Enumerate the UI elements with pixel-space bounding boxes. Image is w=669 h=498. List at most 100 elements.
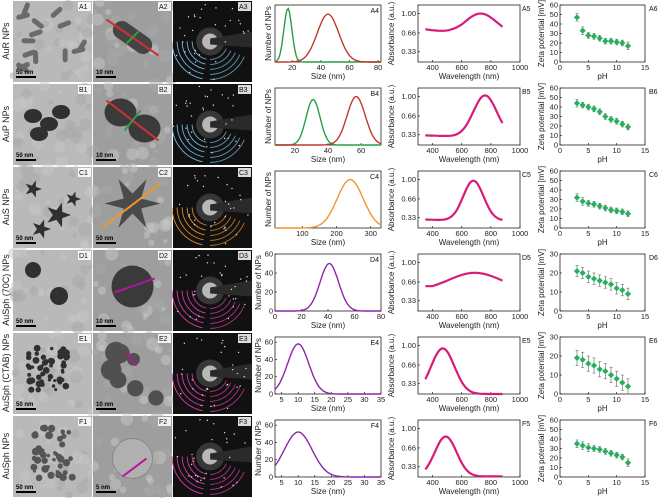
scale-bar-label: 10 nm [96, 153, 113, 159]
y-axis-label: Number of NPs [264, 89, 273, 144]
x-tick-label: 80 [377, 312, 385, 321]
plot-frame [559, 253, 646, 312]
x-axis-label: Wavelength (nm) [439, 155, 500, 164]
x-tick-label: 600 [455, 146, 468, 155]
x-tick-label: 15 [641, 63, 649, 72]
absorbance-chart: 400 600 800 1000 0.33 0.66 1.00 Wavelength (nm)… [387, 250, 531, 330]
x-tick-label: 20 [297, 312, 305, 321]
zeta-data-point [607, 206, 615, 214]
zeta-data-point [596, 35, 603, 42]
size-distribution-curve [275, 95, 382, 146]
x-tick-label: 15 [641, 312, 649, 321]
zeta-data-point [573, 14, 581, 21]
zeta-data-point [602, 37, 609, 45]
figure-row: AuSph NPs 50 nm F1 5 nm F2 F3 5 10 15 20 25 30 35 0 20… [1, 411, 657, 498]
zeta-data-point [607, 450, 615, 457]
y-tick-label: 0.33 [401, 47, 416, 56]
y-tick-label: 0.66 [401, 194, 416, 203]
zeta-data-point [613, 375, 620, 382]
x-tick-label: 0 [558, 395, 562, 404]
y-tick-label: 10 [550, 463, 558, 472]
size-distribution-curve [275, 98, 381, 146]
zeta-data-point [573, 267, 581, 275]
zeta-data-point [573, 100, 581, 107]
y-tick-label: 60 [265, 421, 273, 430]
zeta-data-point [590, 33, 598, 40]
zeta-data-point [619, 208, 626, 215]
scale-bar-label: 50 nm [16, 70, 33, 76]
y-tick-label: 50 [550, 93, 558, 102]
y-tick-label: 10 [550, 214, 558, 223]
zeta-data-point [596, 277, 603, 284]
x-tick-label: 100 [296, 229, 309, 238]
zeta-data-point [619, 286, 626, 294]
zeta-data-point [579, 269, 586, 277]
size-distribution-chart: 0 20 40 60 80 0 20 40 60 Size (nm) Number of NPs D4 [254, 250, 385, 331]
y-tick-label: 0.66 [401, 360, 416, 369]
zeta-data-point [624, 123, 632, 131]
x-tick-label: 600 [455, 395, 468, 404]
x-tick-label: 25 [344, 395, 352, 404]
y-tick-label: 10 [550, 371, 558, 380]
panel-label: F6 [649, 421, 657, 428]
absorbance-chart: 400 600 800 1000 0.33 0.66 1.00 Wavelength (nm)… [387, 1, 531, 81]
x-tick-label: 35 [377, 478, 385, 487]
zeta-data-point [590, 275, 598, 282]
x-tick-label: 10 [294, 395, 302, 404]
absorbance-curve [425, 94, 504, 138]
zeta-data-point [624, 459, 632, 466]
x-tick-label: 40 [324, 146, 332, 155]
y-axis-label: Zeta potential [mV] [537, 166, 546, 233]
plot-frame [274, 253, 382, 312]
size-distribution-curve [274, 7, 381, 63]
y-tick-label: 40 [550, 103, 558, 112]
x-tick-label: 15 [641, 146, 649, 155]
x-tick-label: 40 [324, 312, 332, 321]
y-tick-label: 1.00 [401, 175, 416, 184]
size-distribution-curve [275, 13, 381, 63]
plot-frame [559, 419, 646, 478]
x-tick-label: 30 [360, 395, 368, 404]
y-tick-label: 0 [554, 307, 558, 316]
panel-label: F5 [522, 421, 530, 428]
y-axis-label: Zeta potential [mV] [537, 249, 546, 316]
y-tick-label: 0.66 [401, 443, 416, 452]
zeta-data-point [619, 453, 626, 461]
y-tick-label: 0 [554, 224, 558, 233]
zeta-data-point [579, 198, 586, 205]
panel-label: C2 [159, 170, 168, 177]
y-tick-label: 1.00 [401, 9, 416, 18]
y-tick-label: 50 [550, 10, 558, 19]
zeta-data-point [596, 366, 603, 373]
zeta-data-point [573, 194, 581, 201]
row-label: AuR NPs [1, 22, 11, 60]
row-label: AuS NPs [1, 188, 11, 225]
zeta-data-point [624, 383, 632, 390]
panel-label: B1 [79, 87, 88, 94]
panel-label: A5 [522, 6, 531, 13]
y-tick-label: 0.33 [401, 379, 416, 388]
scale-bar-label: 50 nm [16, 319, 33, 325]
x-tick-label: 600 [455, 478, 468, 487]
zeta-data-point [585, 444, 592, 451]
x-tick-label: 20 [291, 146, 299, 155]
zeta-data-point [579, 356, 586, 363]
panel-label: E6 [649, 338, 658, 345]
absorbance-curve [424, 347, 503, 396]
zeta-data-point [579, 442, 586, 449]
zeta-data-point [607, 37, 615, 45]
x-tick-label: 0 [558, 312, 562, 321]
zeta-data-point [624, 210, 632, 217]
row-label: AuSph (CTAB) NPs [1, 333, 11, 412]
panel-label: F3 [239, 419, 247, 426]
y-tick-label: 60 [550, 167, 558, 176]
panel-label: D2 [159, 253, 168, 260]
zeta-data-point [619, 120, 626, 128]
zeta-data-point [602, 113, 609, 120]
panel-label: D6 [649, 255, 658, 262]
x-axis-label: Size (nm) [311, 321, 346, 330]
size-distribution-chart: 20 40 60 80 Size (nm) Number of NPs A4 [264, 4, 382, 81]
absorbance-chart: 400 600 800 1000 0.33 0.66 1.00 Wavelength (nm)… [387, 84, 531, 164]
x-tick-label: 1000 [512, 312, 529, 321]
x-tick-label: 400 [426, 146, 439, 155]
